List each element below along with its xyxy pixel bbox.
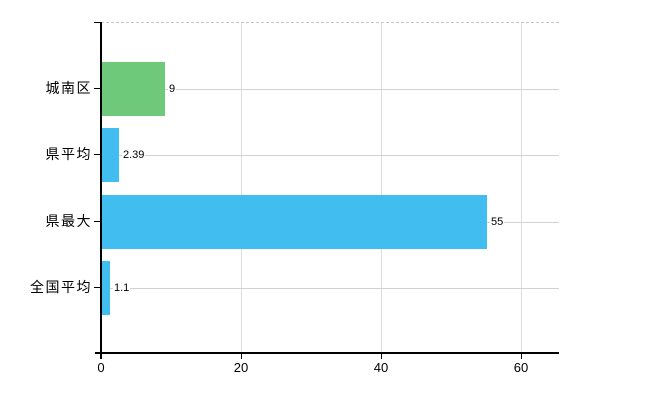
x-tick-label: 20 — [233, 360, 249, 375]
category-label: 県平均 — [45, 146, 92, 162]
v-gridline — [241, 23, 242, 353]
bar-1 — [102, 62, 165, 116]
bar-2 — [102, 128, 119, 182]
y-axis-tick — [94, 154, 101, 155]
y-axis-line — [100, 22, 102, 359]
x-axis-tick — [241, 354, 242, 359]
x-tick-label: 60 — [513, 360, 529, 375]
y-axis-tick — [94, 88, 101, 89]
x-axis-tick — [381, 354, 382, 359]
y-axis-tick — [94, 221, 101, 222]
v-gridline — [381, 23, 382, 353]
x-axis-line — [95, 352, 559, 354]
v-gridline — [521, 23, 522, 353]
bar-value-label: 55 — [490, 215, 505, 229]
x-axis-tick — [521, 354, 522, 359]
h-gridline — [102, 89, 559, 90]
x-tick-label: 0 — [97, 360, 105, 375]
y-axis-top-tick — [94, 22, 101, 23]
h-gridline — [102, 288, 559, 289]
bar-value-label: 2.39 — [122, 148, 146, 162]
bar-4 — [102, 261, 110, 315]
y-axis-tick — [94, 287, 101, 288]
x-tick-label: 40 — [373, 360, 389, 375]
h-gridline — [102, 155, 559, 156]
bar-3 — [102, 195, 487, 249]
category-label: 全国平均 — [30, 279, 92, 295]
bar-value-label: 1.1 — [113, 281, 131, 295]
plot-area: 9 2.39 55 1.1 — [101, 22, 559, 353]
category-label: 城南区 — [45, 80, 92, 96]
bar-value-label: 9 — [168, 82, 177, 96]
category-label: 県最大 — [45, 213, 92, 229]
